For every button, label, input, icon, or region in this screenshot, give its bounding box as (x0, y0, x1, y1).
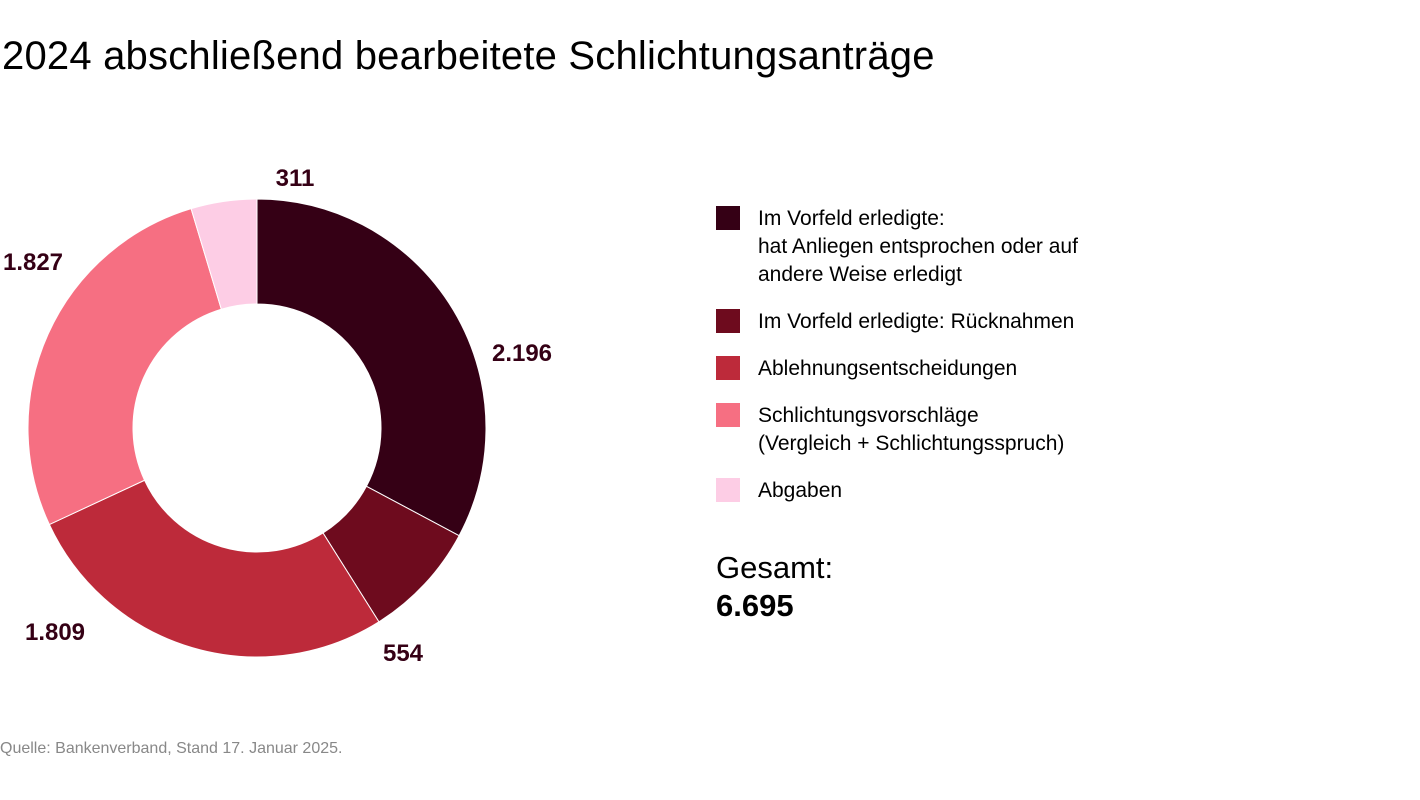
data-label: 554 (383, 640, 424, 667)
legend-swatch (716, 309, 740, 333)
legend-label: Abgaben (758, 479, 843, 502)
legend-item: Im Vorfeld erledigte: hat Anliegen entspr… (716, 205, 1316, 289)
data-label: 2.196 (492, 340, 552, 367)
legend-item: Schlichtungsvorschläge (Vergleich + Schli… (716, 402, 1316, 458)
legend-label: (Vergleich + Schlichtungsspruch) (758, 432, 1065, 455)
legend-label: Im Vorfeld erledigte: (758, 207, 945, 230)
donut-segment (190, 198, 258, 310)
donut-segment (256, 198, 487, 537)
legend-label: Schlichtungsvorschläge (758, 404, 979, 427)
legend-item: Im Vorfeld erledigte: Rücknahmen (716, 308, 1316, 336)
data-label: 1.809 (25, 619, 85, 646)
total-value: 6.695 (716, 588, 794, 623)
legend-swatch (716, 478, 740, 502)
legend-swatch (716, 356, 740, 380)
total-label: Gesamt: (716, 550, 834, 585)
legend: Im Vorfeld erledigte: hat Anliegen entspr… (716, 205, 1316, 524)
donut-segment (48, 479, 380, 658)
data-label: 1.827 (3, 249, 63, 276)
legend-label: Ablehnungsentscheidungen (758, 357, 1018, 380)
legend-item: Ablehnungsentscheidungen (716, 355, 1316, 383)
legend-label: Im Vorfeld erledigte: Rücknahmen (758, 310, 1075, 333)
donut-segment (27, 208, 222, 526)
legend-swatch (716, 206, 740, 230)
chart-title: 2024 abschließend bearbeitete Schlichtun… (2, 34, 935, 78)
legend-swatch (716, 403, 740, 427)
legend-label: hat Anliegen entsprochen oder auf (758, 235, 1078, 258)
donut-chart: 2.196 554 1.809 1.827 311 (3, 165, 552, 667)
source-note: Quelle: Bankenverband, Stand 17. Januar … (0, 740, 343, 757)
data-label: 311 (276, 165, 315, 192)
legend-item: Abgaben (716, 477, 1316, 505)
legend-label: andere Weise erledigt (758, 263, 962, 286)
